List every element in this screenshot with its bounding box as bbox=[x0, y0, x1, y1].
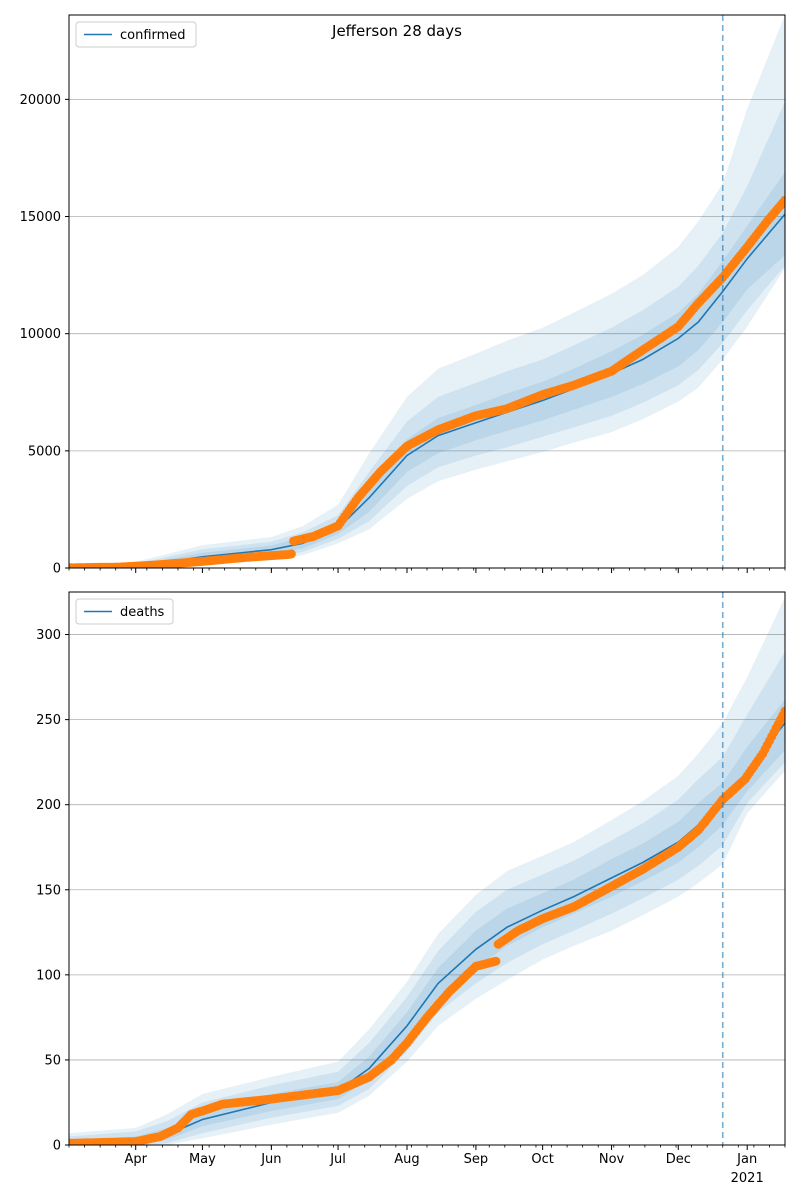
observed-points bbox=[69, 706, 785, 1145]
plot-area bbox=[69, 597, 785, 1145]
x-tick-sublabel: 2021 bbox=[731, 1171, 764, 1186]
confirmed-panel: 0 5000 10000 15000 20000 confirmed bbox=[20, 14, 786, 577]
uncertainty-band-1 bbox=[69, 101, 785, 568]
y-tick-label: 150 bbox=[36, 883, 61, 898]
y-tick-label: 15000 bbox=[20, 210, 61, 225]
y-tick-label: 5000 bbox=[28, 444, 61, 459]
uncertainty-band-2 bbox=[69, 172, 785, 568]
figure-title: Jefferson 28 days bbox=[331, 22, 462, 40]
observed-point bbox=[286, 549, 296, 559]
y-tick-label: 50 bbox=[44, 1053, 61, 1068]
x-tick-label: Jul bbox=[329, 1152, 346, 1167]
y-tick-label: 300 bbox=[36, 628, 61, 643]
legend: deaths bbox=[75, 598, 174, 625]
uncertainty-band-2 bbox=[69, 699, 785, 1145]
x-tick-label: Oct bbox=[531, 1152, 553, 1167]
y-tick-label: 250 bbox=[36, 713, 61, 728]
x-tick-label: Sep bbox=[464, 1152, 489, 1167]
y-tick-label: 0 bbox=[53, 1139, 61, 1154]
uncertainty-band-0 bbox=[69, 15, 785, 568]
x-tick-label: Jan bbox=[736, 1152, 757, 1167]
legend-box bbox=[75, 21, 197, 48]
model-line bbox=[69, 213, 785, 568]
deaths-panel: 0 50 100 150 200 250 300 Apr May Jun Jul Aug Sep Oct N… bbox=[36, 591, 786, 1186]
x-tick-label: Dec bbox=[666, 1152, 691, 1167]
x-tick-label: Apr bbox=[124, 1152, 147, 1167]
observed-point bbox=[780, 706, 785, 716]
legend-label: confirmed bbox=[120, 28, 186, 43]
y-tick-label: 100 bbox=[36, 968, 61, 983]
x-tick-label: Jun bbox=[260, 1152, 281, 1167]
legend-label: deaths bbox=[120, 605, 165, 620]
y-tick-label: 20000 bbox=[20, 93, 61, 108]
legend: confirmed bbox=[75, 21, 197, 48]
x-tick-label: May bbox=[189, 1152, 216, 1167]
y-tick-label: 200 bbox=[36, 798, 61, 813]
legend-box bbox=[75, 598, 174, 625]
observed-points bbox=[69, 195, 785, 568]
plot-area bbox=[69, 15, 785, 568]
y-tick-label: 10000 bbox=[20, 327, 61, 342]
observed-point bbox=[780, 195, 785, 205]
uncertainty-band-1 bbox=[69, 651, 785, 1145]
x-tick-label: Aug bbox=[394, 1152, 419, 1167]
y-tick-label: 0 bbox=[53, 562, 61, 577]
x-tick-label: Nov bbox=[599, 1152, 625, 1167]
observed-point bbox=[491, 956, 501, 966]
